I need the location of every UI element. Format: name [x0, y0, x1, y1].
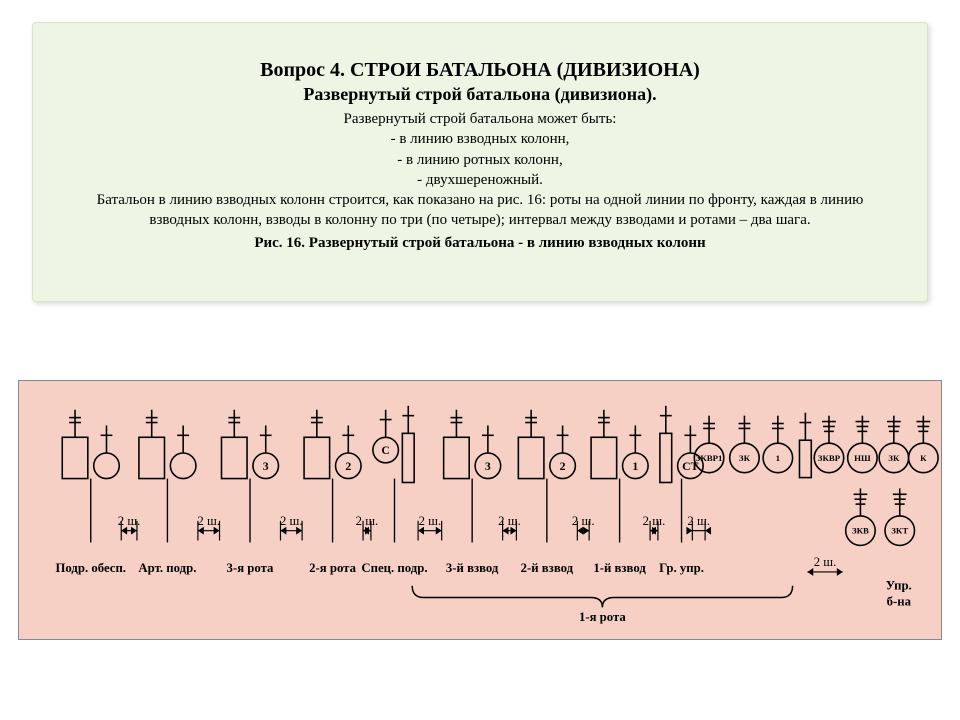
svg-text:2 ш.: 2 ш. [280, 514, 303, 528]
svg-text:Спец. подр.: Спец. подр. [361, 561, 427, 575]
svg-text:1: 1 [632, 459, 638, 473]
panel-subtitle: Развернутый строй батальона (дивизиона). [69, 84, 891, 105]
diagram-svg: Подр. обесп. 2 ш. Арт. подр. 3 2 ш. 3-я рота 2… [19, 381, 943, 641]
svg-text:3-й взвод: 3-й взвод [446, 561, 499, 575]
svg-text:ЗКВ: ЗКВ [852, 526, 869, 536]
svg-text:2: 2 [560, 459, 566, 473]
svg-text:С: С [381, 443, 390, 457]
svg-text:ЗК: ЗК [739, 453, 751, 463]
info-panel: Вопрос 4. СТРОИ БАТАЛЬОНА (ДИВИЗИОНА) Ра… [32, 22, 928, 302]
svg-text:2 ш.: 2 ш. [356, 514, 379, 528]
svg-text:ЗК: ЗК [888, 453, 900, 463]
panel-line2: - в линию взводных колонн, [69, 129, 891, 149]
svg-text:б-на: б-на [887, 594, 912, 608]
svg-text:Гр. упр.: Гр. упр. [659, 561, 704, 575]
panel-para: Батальон в линию взводных колонн строитс… [69, 190, 891, 231]
svg-text:Упр.: Упр. [886, 579, 912, 593]
svg-text:ЗКВР1: ЗКВР1 [696, 453, 723, 463]
svg-text:3: 3 [263, 459, 269, 473]
svg-text:2-я рота: 2-я рота [309, 561, 356, 575]
svg-text:Подр. обесп.: Подр. обесп. [55, 561, 126, 575]
svg-text:ЗКВР: ЗКВР [818, 453, 841, 463]
svg-text:НШ: НШ [854, 453, 871, 463]
svg-text:3-я рота: 3-я рота [227, 561, 274, 575]
panel-line4: - двухшереножный. [69, 170, 891, 190]
svg-text:2: 2 [345, 459, 351, 473]
svg-text:3: 3 [485, 459, 491, 473]
svg-text:2 ш.: 2 ш. [118, 514, 141, 528]
svg-text:К: К [920, 453, 927, 463]
panel-caption: Рис. 16. Развернутый строй батальона - в… [69, 233, 891, 253]
svg-text:1: 1 [776, 453, 780, 463]
panel-line3: - в линию ротных колонн, [69, 150, 891, 170]
svg-text:2 ш.: 2 ш. [643, 514, 666, 528]
svg-text:2 ш.: 2 ш. [572, 514, 595, 528]
svg-text:2-й взвод: 2-й взвод [521, 561, 574, 575]
svg-text:2 ш.: 2 ш. [197, 514, 220, 528]
svg-text:2 ш.: 2 ш. [498, 514, 521, 528]
svg-text:1-я рота: 1-я рота [579, 610, 626, 624]
panel-line1: Развернутый строй батальона может быть: [69, 109, 891, 129]
svg-text:2 ш.: 2 ш. [687, 514, 710, 528]
formation-diagram: Подр. обесп. 2 ш. Арт. подр. 3 2 ш. 3-я рота 2… [18, 380, 942, 640]
svg-text:ЗКТ: ЗКТ [891, 526, 908, 536]
panel-title: Вопрос 4. СТРОИ БАТАЛЬОНА (ДИВИЗИОНА) [69, 59, 891, 82]
svg-text:2 ш.: 2 ш. [814, 555, 837, 569]
svg-text:2 ш.: 2 ш. [419, 514, 442, 528]
svg-text:Арт. подр.: Арт. подр. [138, 561, 196, 575]
svg-text:1-й взвод: 1-й взвод [593, 561, 646, 575]
